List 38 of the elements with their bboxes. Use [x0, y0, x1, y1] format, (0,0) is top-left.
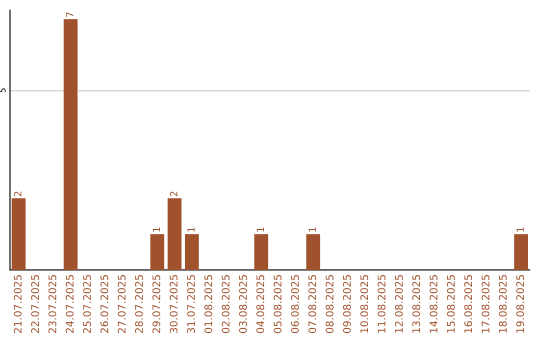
x-tick-label: 21.07.2025 [14, 275, 22, 334]
x-tick-label: 17.08.2025 [482, 275, 490, 333]
x-tick-label: 11.08.2025 [378, 275, 386, 333]
x-tick-label: 27.07.2025 [118, 275, 126, 334]
data-label: 7 [66, 12, 74, 17]
x-tick-label: 07.08.2025 [308, 275, 316, 334]
x-tick-label: 13.08.2025 [412, 275, 420, 333]
x-tick-label: 19.08.2025 [516, 275, 524, 333]
x-tick-label: 15.08.2025 [446, 275, 455, 333]
x-tick-label: 06.08.2025 [290, 275, 299, 334]
x-tick-label: 24.07.2025 [66, 275, 74, 334]
x-tick-label: 16.08.2025 [464, 275, 472, 333]
x-tick-label: 22.07.2025 [31, 275, 39, 334]
x-tick-label: 26.07.2025 [100, 275, 108, 334]
x-tick-label: 12.08.2025 [394, 275, 403, 333]
x-tick-label: 23.07.2025 [48, 275, 56, 334]
data-label: 1 [256, 227, 264, 232]
data-label: 1 [308, 227, 316, 232]
x-tick-label: 18.08.2025 [498, 275, 507, 333]
x-tick-label: 02.08.2025 [222, 275, 230, 334]
data-label: 2 [170, 192, 178, 196]
x-tick-label: 25.07.2025 [83, 275, 91, 334]
x-tick-label: 30.07.2025 [170, 275, 178, 333]
data-label: 1 [516, 227, 524, 232]
x-tick-label: 14.08.2025 [430, 275, 438, 333]
x-tick-label: 28.07.2025 [135, 275, 143, 334]
data-label: 2 [14, 192, 22, 196]
x-tick-label: 09.08.2025 [342, 275, 351, 334]
x-tick-label: 29.07.2025 [152, 275, 160, 334]
x-tick-label: 10.08.2025 [360, 275, 368, 333]
x-tick-label: 01.08.2025 [204, 275, 212, 334]
x-tick-label: 08.08.2025 [326, 275, 334, 334]
x-tick-label: 04.08.2025 [256, 275, 264, 334]
data-label: 1 [152, 227, 160, 232]
x-tick-label: 03.08.2025 [239, 275, 247, 334]
data-label: 1 [187, 227, 195, 232]
x-tick-label: 05.08.2025 [274, 275, 282, 334]
x-tick-label: 31.07.2025 [187, 275, 195, 333]
